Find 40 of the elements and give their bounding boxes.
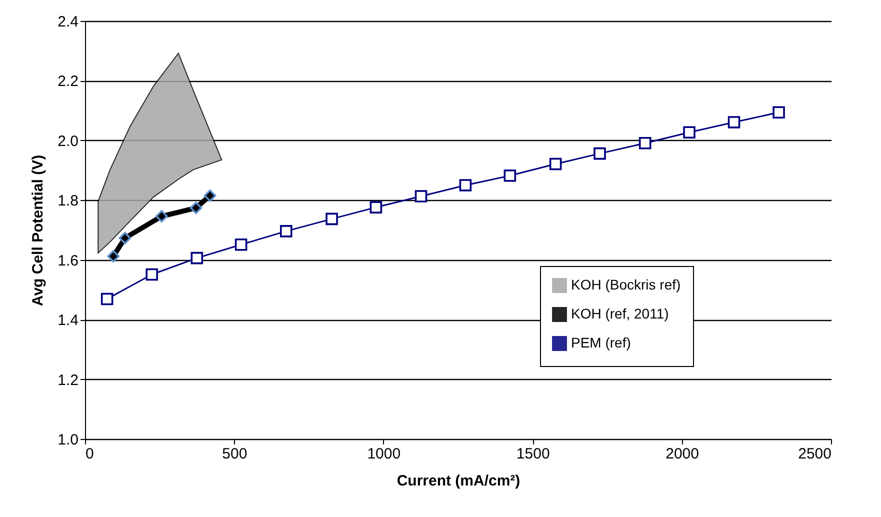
- x-tick-label: 1000: [367, 446, 401, 462]
- x-tick-label: 1500: [516, 446, 550, 462]
- point: [459, 179, 472, 192]
- legend-label: KOH (Bockris ref): [571, 276, 681, 292]
- point: [204, 190, 216, 202]
- y-axis-title: Avg Cell Potential (V): [30, 154, 47, 306]
- point: [100, 292, 114, 306]
- y-tick-label: 2.2: [58, 73, 78, 90]
- point: [234, 238, 248, 251]
- y-tick-label: 2.0: [58, 132, 78, 150]
- x-tick-label: 500: [222, 446, 248, 462]
- point: [683, 126, 696, 139]
- point: [594, 147, 606, 160]
- point: [156, 210, 168, 222]
- legend-label: KOH (ref, 2011): [571, 306, 669, 322]
- point: [146, 268, 158, 281]
- y-tick-label: 1.4: [58, 312, 78, 330]
- x-axis-title: Current (mA/cm²): [396, 472, 520, 490]
- point: [280, 225, 292, 238]
- legend-label: PEM (ref): [571, 334, 631, 350]
- point: [107, 250, 120, 262]
- y-tick-label: 1.2: [58, 372, 78, 389]
- point: [326, 212, 338, 226]
- y-tick-label: 1.8: [58, 192, 78, 210]
- x-tick-label: 2000: [666, 446, 699, 462]
- point: [504, 170, 516, 182]
- point: [772, 106, 785, 119]
- y-tick-label: 1.6: [58, 252, 78, 270]
- x-tick-label: 0: [86, 446, 94, 462]
- point: [638, 136, 652, 150]
- y-tick-label: 2.4: [58, 14, 78, 30]
- y-tick-label: 1.0: [58, 432, 78, 448]
- x-tick-label: 2500: [798, 446, 832, 462]
- point: [190, 252, 204, 264]
- point: [728, 116, 740, 128]
- point: [190, 202, 202, 214]
- point: [414, 190, 428, 202]
- point: [370, 201, 382, 214]
- point: [118, 232, 132, 244]
- point: [549, 158, 562, 170]
